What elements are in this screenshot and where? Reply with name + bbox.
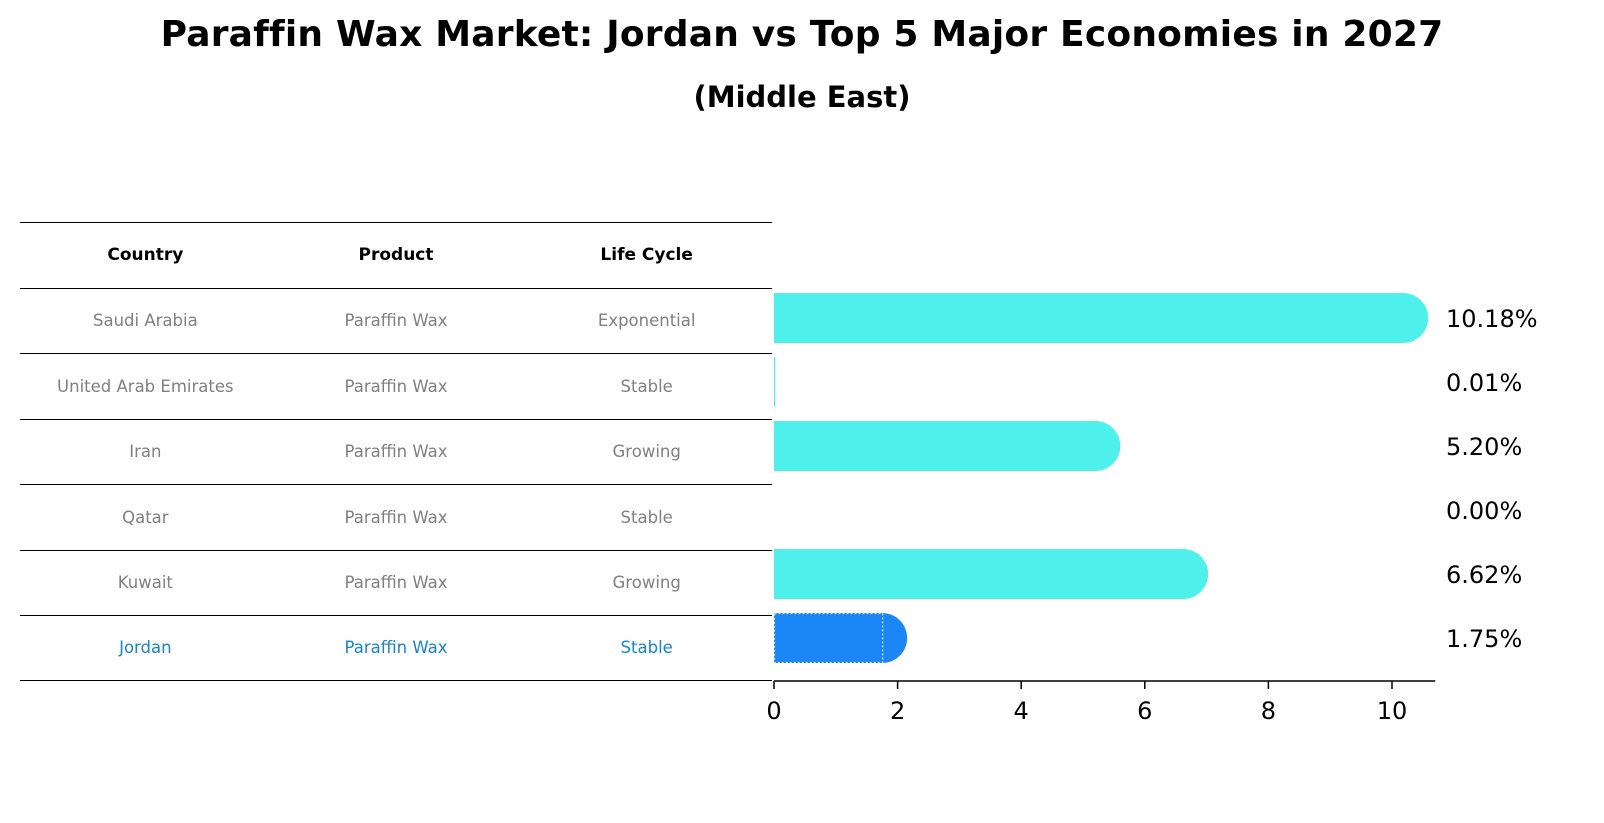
x-tick-label: 2	[890, 697, 905, 725]
cell-country: Saudi Arabia	[92, 311, 198, 331]
bar-value-label: 1.75%	[1446, 625, 1522, 653]
table-row: Kuwait Paraffin Wax Growing	[20, 549, 772, 616]
table-header-row: Country Product Life Cycle	[20, 222, 772, 288]
bar	[774, 421, 1096, 471]
table-row: Qatar Paraffin Wax Stable	[20, 484, 772, 550]
x-tick-label: 6	[1137, 697, 1152, 725]
table-row: Saudi Arabia Paraffin Wax Exponential	[20, 287, 772, 354]
bar-value-label: 0.00%	[1446, 497, 1522, 525]
bar-value-label: 0.01%	[1446, 369, 1522, 397]
bar-value-label: 10.18%	[1446, 305, 1538, 333]
cell-life-cycle: Stable	[620, 638, 673, 658]
bar-chart: 10.18% 0.01% 5.20% 0.00% 6.62% 1.75% 0 2 4 6 8 10	[766, 293, 1538, 725]
cell-country: United Arab Emirates	[57, 376, 234, 396]
header-product: Product	[358, 245, 434, 266]
cell-product: Paraffin Wax	[344, 442, 448, 462]
cell-life-cycle: Exponential	[597, 311, 696, 331]
bar	[774, 293, 1404, 343]
cell-country: Qatar	[122, 507, 169, 527]
header-life-cycle: Life Cycle	[600, 245, 693, 266]
cell-product: Paraffin Wax	[344, 376, 448, 396]
cell-product: Paraffin Wax	[344, 311, 448, 331]
cell-product: Paraffin Wax	[344, 507, 448, 527]
table-row: United Arab Emirates Paraffin Wax Stable	[20, 353, 772, 419]
x-tick-label: 8	[1261, 697, 1276, 725]
bar-value-label: 5.20%	[1446, 433, 1522, 461]
cell-country: Iran	[129, 442, 162, 462]
cell-product: Paraffin Wax	[344, 638, 448, 658]
cell-country: Kuwait	[117, 573, 173, 593]
chart-title: Paraffin Wax Market: Jordan vs Top 5 Maj…	[160, 14, 1444, 55]
cell-life-cycle: Growing	[612, 442, 681, 462]
cell-product: Paraffin Wax	[344, 573, 448, 593]
chart-subtitle: (Middle East)	[693, 80, 911, 114]
header-country: Country	[107, 245, 184, 266]
bar	[774, 357, 776, 407]
x-tick-label: 10	[1377, 697, 1408, 725]
table-row-highlight: Jordan Paraffin Wax Stable	[20, 615, 772, 681]
bar	[774, 549, 1184, 599]
cell-country: Jordan	[119, 638, 172, 658]
cell-life-cycle: Growing	[612, 573, 681, 593]
bar-highlight-outline	[773, 612, 884, 664]
cell-life-cycle: Stable	[620, 507, 673, 527]
x-tick-label: 4	[1014, 697, 1029, 725]
bar-value-label: 6.62%	[1446, 561, 1522, 589]
cell-life-cycle: Stable	[620, 376, 673, 396]
bar-cap	[1070, 421, 1121, 471]
table-row: Iran Paraffin Wax Growing	[20, 418, 772, 485]
bar-cap	[1378, 293, 1429, 343]
data-table: Country Product Life Cycle Saudi Arabia …	[20, 222, 772, 681]
bar-cap	[1158, 549, 1209, 599]
x-tick-label: 0	[766, 697, 781, 725]
